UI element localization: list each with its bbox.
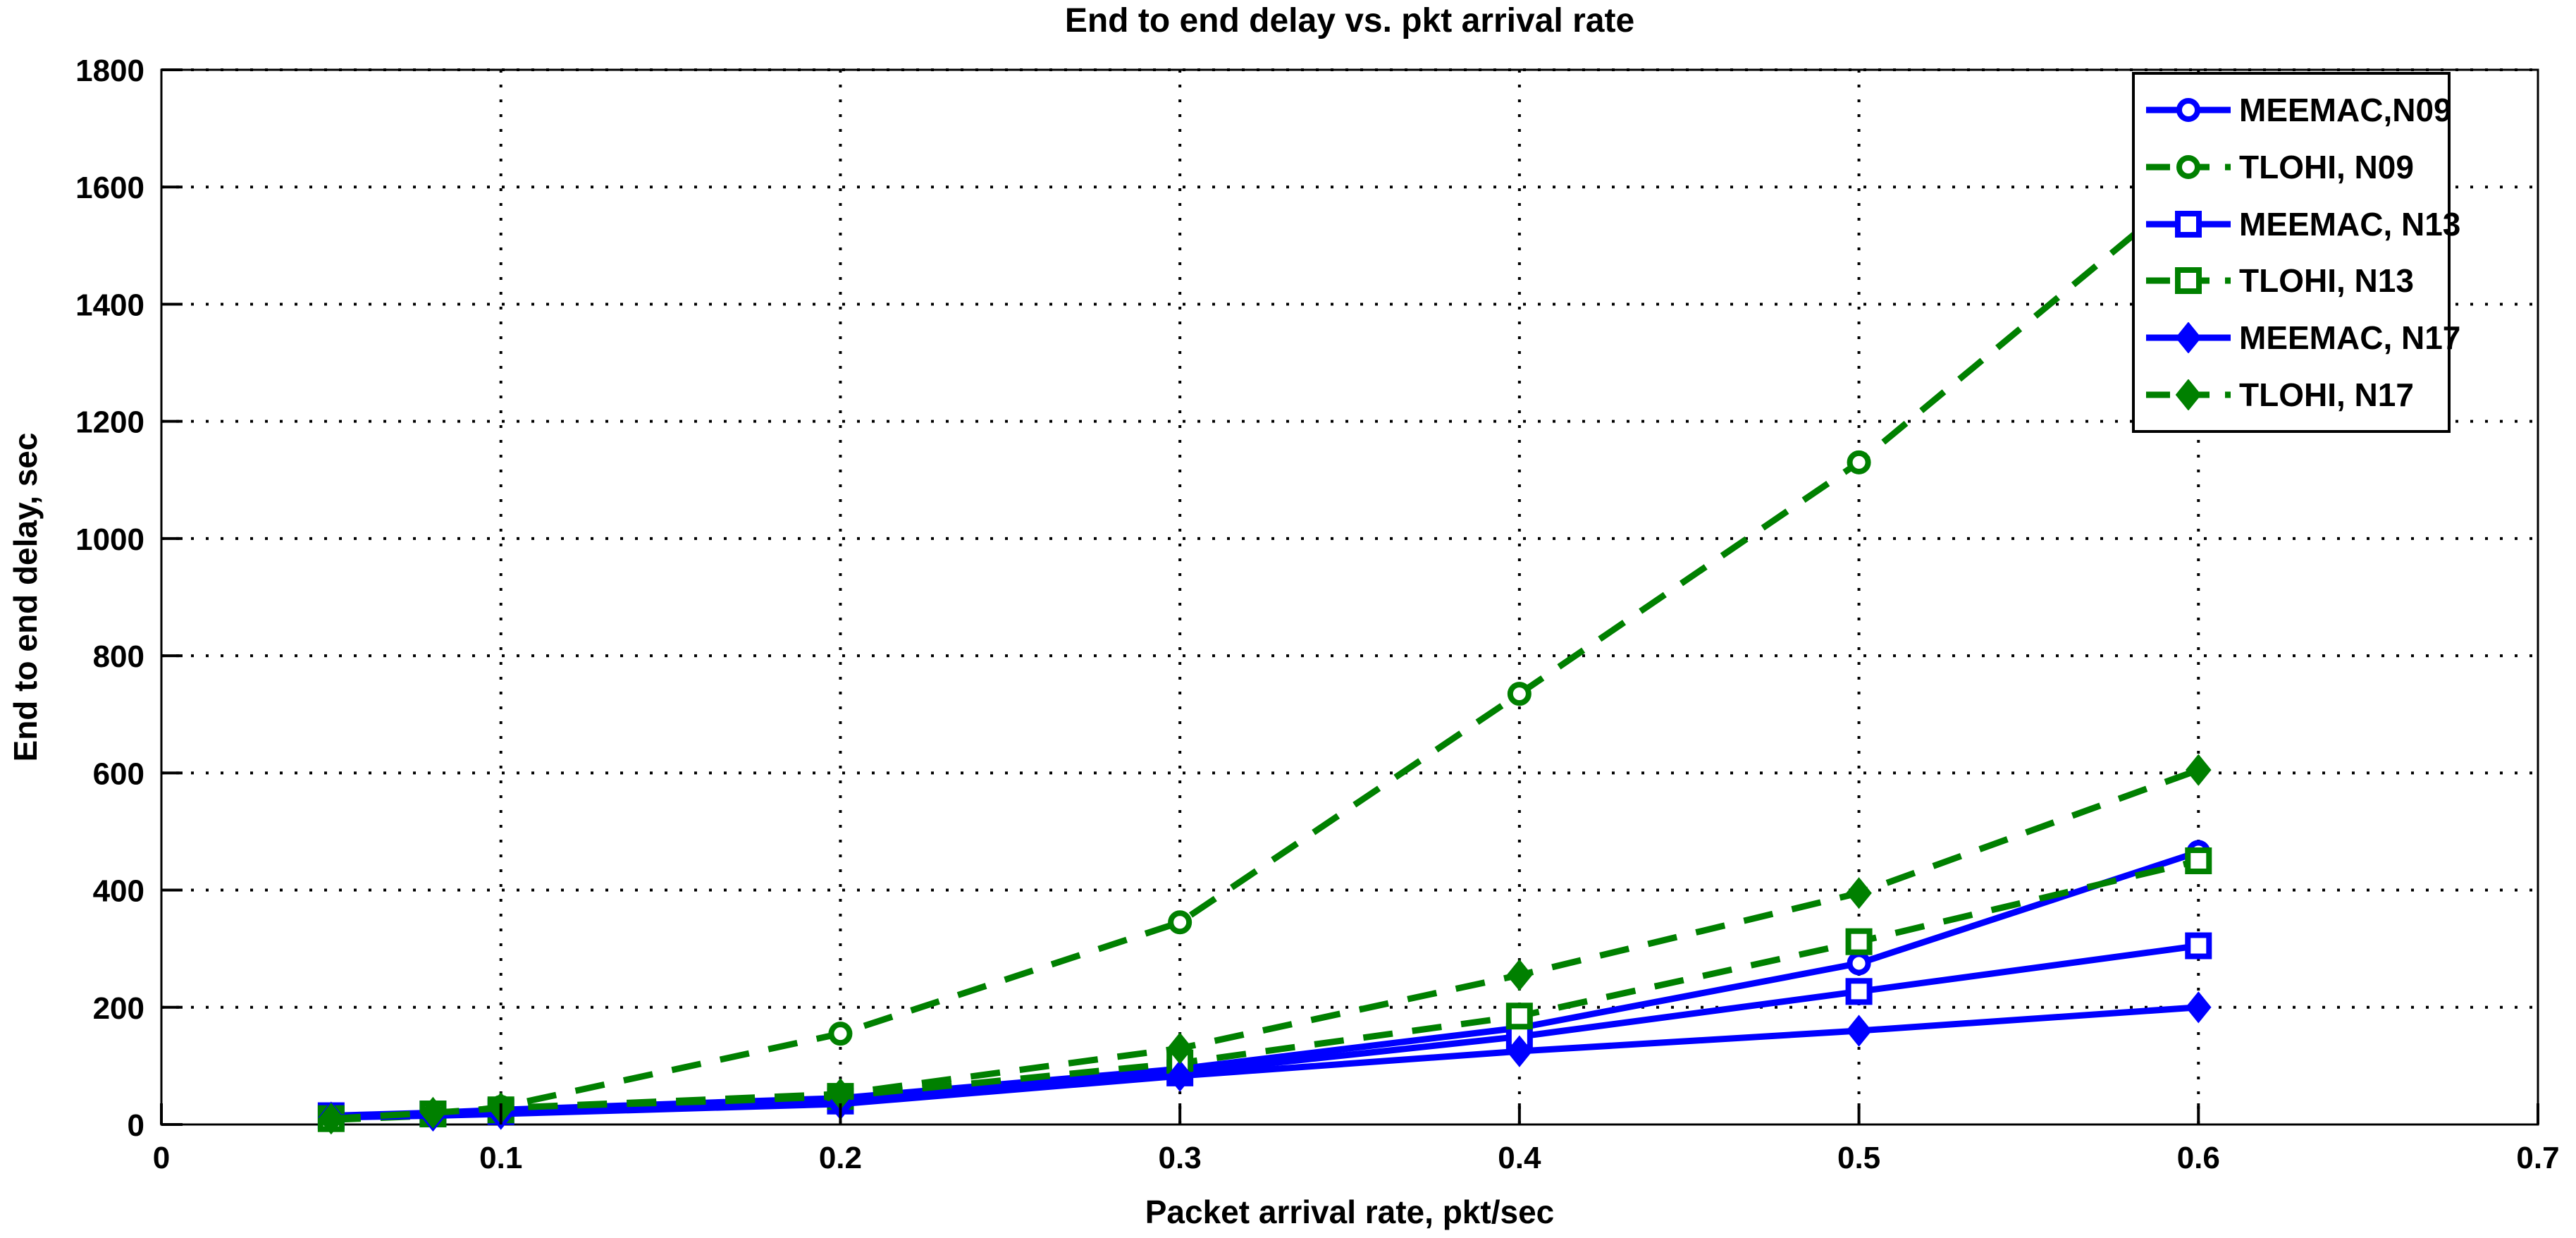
- svg-text:1200: 1200: [75, 405, 144, 440]
- svg-text:0: 0: [153, 1141, 170, 1175]
- legend-sample-line: [2146, 98, 2231, 123]
- svg-text:1400: 1400: [75, 288, 144, 322]
- chart-title: End to end delay vs. pkt arrival rate: [1064, 2, 1635, 39]
- svg-text:0.7: 0.7: [2516, 1141, 2559, 1175]
- svg-text:0.1: 0.1: [479, 1141, 522, 1175]
- svg-text:1800: 1800: [75, 54, 144, 88]
- legend-item: TLOHI, N13: [2142, 255, 2448, 307]
- svg-text:0: 0: [128, 1108, 144, 1143]
- legend-sample-line: [2146, 379, 2231, 410]
- svg-text:1000: 1000: [75, 522, 144, 557]
- legend-item: MEEMAC, N17: [2142, 312, 2460, 364]
- svg-text:800: 800: [93, 639, 144, 674]
- legend-item: TLOHI, N17: [2142, 369, 2448, 421]
- legend-item-label: MEEMAC,N09: [2239, 92, 2452, 129]
- svg-text:0.6: 0.6: [2177, 1141, 2220, 1175]
- legend-sample-line: [2146, 321, 2231, 353]
- svg-text:1600: 1600: [75, 171, 144, 205]
- legend-sample-line: [2146, 154, 2231, 179]
- legend-item: MEEMAC,N09: [2142, 84, 2452, 136]
- svg-text:400: 400: [93, 874, 144, 909]
- legend-item-label: MEEMAC, N13: [2239, 205, 2461, 243]
- legend-item-label: MEEMAC, N17: [2239, 319, 2461, 356]
- y-axis-label: End to end delay, sec: [7, 432, 44, 762]
- svg-text:0.4: 0.4: [1498, 1141, 1541, 1175]
- x-axis-label: Packet arrival rate, pkt/sec: [1145, 1194, 1555, 1230]
- legend-item-label: TLOHI, N09: [2239, 148, 2414, 185]
- svg-text:0.3: 0.3: [1159, 1141, 1202, 1175]
- legend-item: TLOHI, N09: [2142, 141, 2448, 193]
- legend-sample-line: [2146, 267, 2231, 295]
- svg-text:600: 600: [93, 756, 144, 791]
- legend-sample-line: [2146, 210, 2231, 238]
- svg-text:0.2: 0.2: [819, 1141, 862, 1175]
- svg-text:200: 200: [93, 991, 144, 1026]
- svg-text:0.5: 0.5: [1837, 1141, 1880, 1175]
- legend-item-label: TLOHI, N17: [2239, 376, 2414, 413]
- legend: MEEMAC,N09 TLOHI, N09 MEEMAC, N13 TLOHI,…: [2132, 72, 2460, 433]
- legend-item-label: TLOHI, N13: [2239, 262, 2414, 300]
- legend-item: MEEMAC, N13: [2142, 198, 2460, 250]
